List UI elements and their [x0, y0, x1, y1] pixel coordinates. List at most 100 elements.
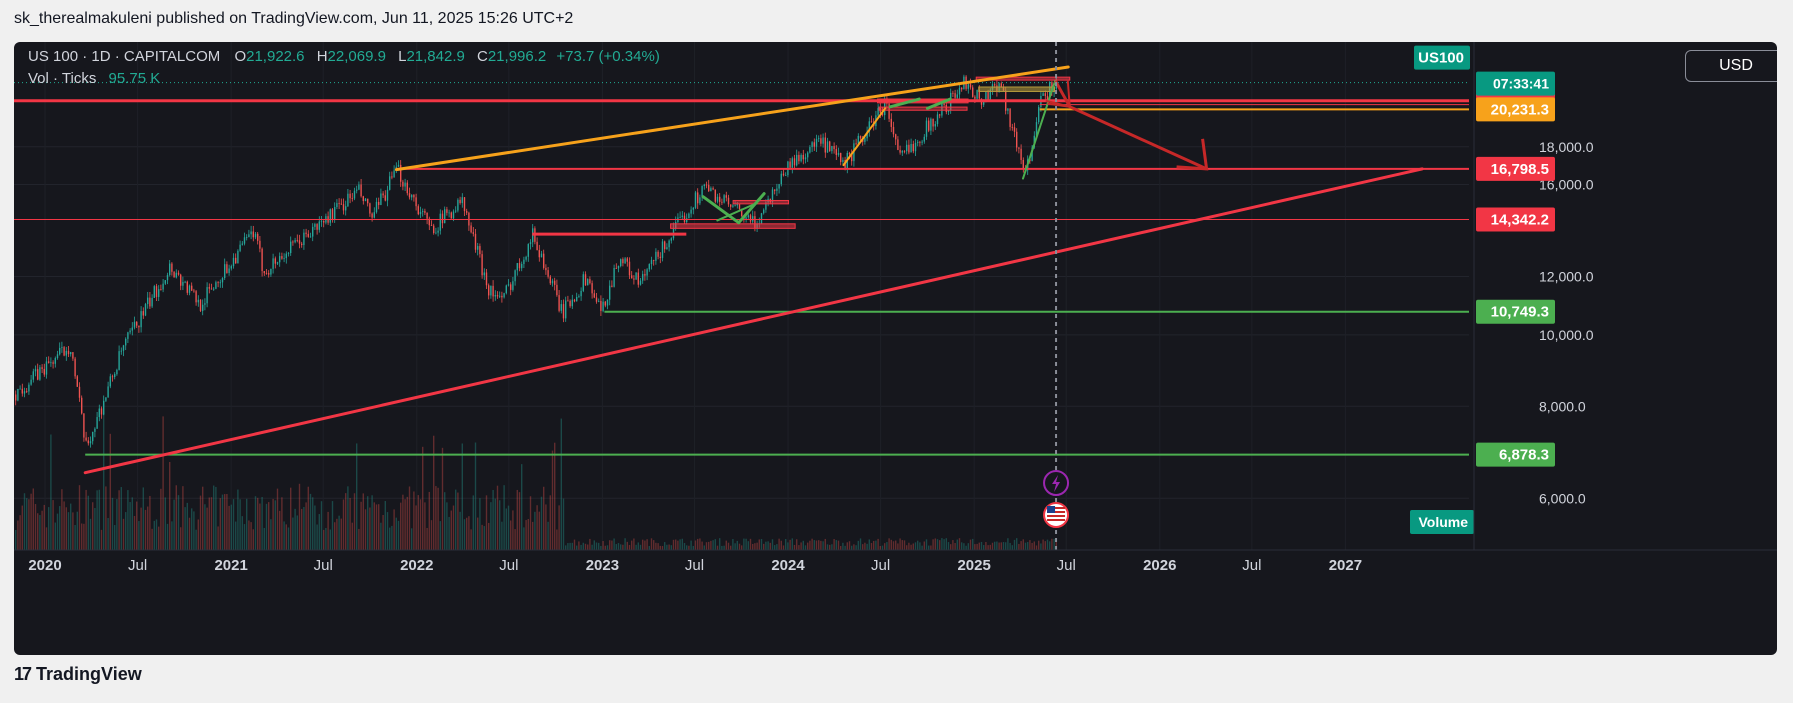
volume-bar [534, 511, 536, 550]
candle-body [749, 215, 752, 222]
volume-bar [382, 514, 384, 550]
volume-bar [103, 412, 105, 550]
volume-bar [884, 543, 886, 550]
candle-body [448, 212, 450, 214]
price-tag-text: 20,231.3 [1491, 101, 1549, 118]
candle-body [543, 253, 545, 268]
volume-bar [118, 490, 120, 550]
volume-bar [688, 545, 690, 550]
volume-bar [120, 487, 122, 550]
candle-body [103, 400, 105, 415]
volume-bar [835, 540, 837, 550]
volume-bar [679, 539, 681, 550]
candle-body [701, 186, 703, 198]
volume-bar [980, 541, 983, 550]
candle-body [523, 259, 525, 264]
volume-bar [1024, 542, 1027, 550]
volume-bar [903, 540, 906, 550]
volume-bar [1055, 539, 1057, 550]
candle-body [782, 173, 785, 176]
price-tag: 16,798.5 [1476, 156, 1555, 181]
candle-body [822, 137, 824, 144]
volume-bar [917, 540, 919, 550]
volume-bar [624, 538, 626, 550]
candle-body [1011, 126, 1013, 128]
time-axis: 2020 Jul 2021 Jul 2022 Jul 2023 Jul 2024 Jul 2025 J… [28, 557, 1362, 574]
candle-body [287, 253, 290, 254]
volume-bar [692, 545, 694, 550]
candle-body [666, 247, 668, 250]
candle-body [972, 87, 974, 97]
volume-bar [23, 493, 26, 550]
candle-body [474, 233, 477, 250]
candle-body [272, 258, 274, 269]
candle-body [512, 281, 514, 290]
candle-body [96, 417, 98, 429]
volume-bar [765, 541, 767, 550]
volume-bar [265, 503, 268, 550]
volume-bar [716, 545, 719, 550]
volume-bar [270, 519, 272, 550]
candle-body [433, 225, 435, 234]
volume-bar [380, 522, 382, 550]
volume-bar [461, 443, 463, 550]
trend-line [1021, 80, 1057, 180]
volume-bar [723, 545, 725, 550]
volume-bar [998, 542, 1000, 550]
volume-bar [424, 502, 426, 550]
candle-body [32, 371, 34, 380]
candle-body [213, 288, 215, 290]
candle-body [111, 376, 114, 378]
volume-bar [956, 539, 958, 550]
volume-bar [171, 521, 173, 550]
candle-body [994, 84, 996, 86]
candle-body [771, 189, 774, 203]
volume-bar [796, 539, 798, 550]
volume-bar [778, 538, 780, 550]
volume-bar [668, 544, 670, 550]
volume-bar [199, 495, 202, 550]
volume-bar [730, 545, 732, 550]
volume-bar [100, 529, 103, 550]
volume-bar [131, 497, 133, 550]
candle-body [422, 211, 424, 212]
candle-body [237, 250, 239, 264]
volume-bar [140, 507, 142, 550]
currency-button[interactable]: USD [1685, 50, 1777, 82]
candle-body [23, 391, 26, 394]
volume-bar [712, 540, 714, 550]
candle-body [939, 114, 941, 116]
volume-bar [767, 541, 769, 550]
volume-bar [488, 522, 490, 550]
volume-bar [793, 544, 796, 550]
price-tag-bg [1476, 156, 1555, 181]
volume-bar [785, 539, 787, 550]
volume-bar [734, 543, 736, 550]
volume-bar [813, 540, 815, 550]
volume-bar [450, 510, 452, 550]
volume-bar [78, 485, 81, 550]
candle-body [144, 304, 147, 316]
volume-bar [428, 491, 430, 550]
volume-bar [866, 543, 868, 550]
candle-body [708, 184, 710, 192]
candle-body [1042, 93, 1044, 96]
candle-body [793, 158, 796, 166]
time-axis-tick: Jul [685, 557, 704, 574]
volume-bar [481, 524, 483, 550]
chart-canvas[interactable]: 18,000.016,000.012,000.010,000.08,000.06… [14, 42, 1777, 655]
volume-bar [364, 509, 367, 550]
volume-bar [378, 504, 380, 550]
candle-body [560, 304, 562, 311]
volume-bar [48, 507, 50, 550]
candle-body [556, 284, 558, 296]
price-tag-text: 6,878.3 [1499, 447, 1549, 464]
volume-bar [417, 495, 419, 550]
candle-body [745, 217, 747, 220]
candle-body [620, 259, 622, 267]
volume-bar [771, 539, 774, 550]
candle-body [279, 256, 281, 263]
volume-bar [598, 542, 600, 550]
volume-bar [1035, 545, 1038, 550]
volume-bar [1016, 538, 1018, 550]
